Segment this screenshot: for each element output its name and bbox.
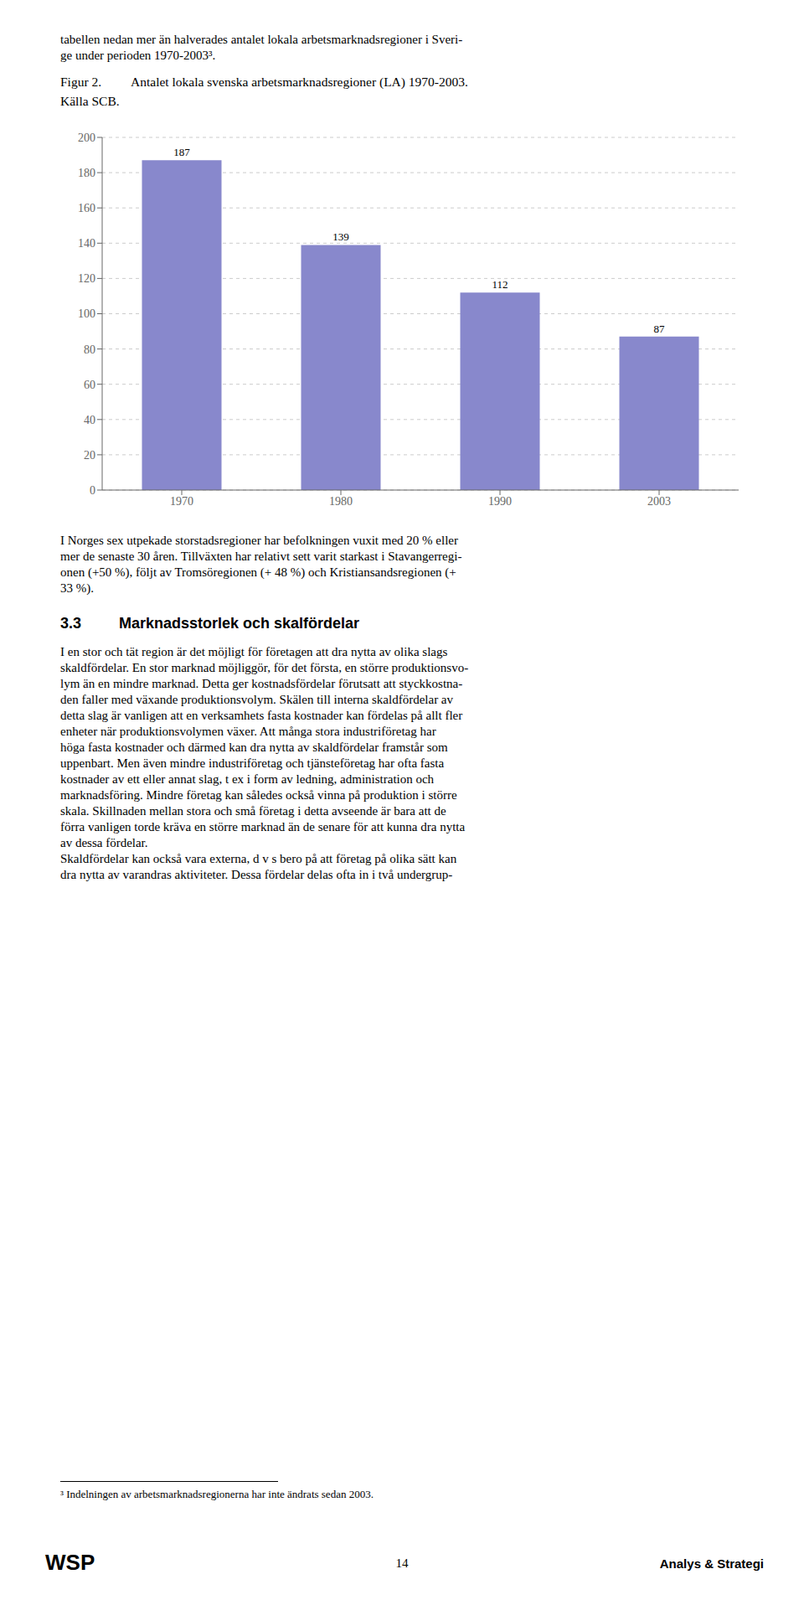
html-text:detta slag är vanligen att en: detta slag är vanligen att en verksamhet…	[60, 708, 463, 722]
svg-text:112: 112	[491, 278, 508, 291]
svg-text:180: 180	[77, 166, 96, 180]
html-text:skala. Skillnaden mellan stora: skala. Skillnaden mellan stora och små f…	[60, 804, 447, 818]
html-text:skaldfördelar. En stor marknad: skaldfördelar. En stor marknad möjliggör…	[60, 660, 469, 675]
svg-text:120: 120	[77, 272, 96, 285]
svg-text:187: 187	[173, 145, 191, 159]
svg-text:20: 20	[83, 448, 96, 462]
html-text:mer de senaste 30 åren. Tillvä: mer de senaste 30 åren. Tillväxten har r…	[60, 549, 462, 563]
html-text:I en stor och tät region är de: I en stor och tät region är det möjligt …	[60, 644, 448, 659]
svg-text:40: 40	[83, 413, 96, 427]
html-text:uppenbart. Men även mindre ind: uppenbart. Men även mindre industriföret…	[60, 756, 445, 770]
html-text:den faller med växande produkt: den faller med växande produktionsvolym.…	[60, 692, 454, 707]
svg-text:2003: 2003	[647, 494, 671, 508]
html-text:ge under perioden 1970-2003³.: ge under perioden 1970-2003³.	[60, 48, 216, 62]
html-text:I Norges sex utpekade storstad: I Norges sex utpekade storstadsregioner …	[60, 533, 459, 547]
html-text:förra vanligen torde kräva en: förra vanligen torde kräva en större mar…	[60, 819, 465, 834]
svg-text:100: 100	[77, 307, 96, 320]
svg-text:60: 60	[83, 378, 96, 392]
html-text:14: 14	[395, 1556, 409, 1570]
svg-text:200: 200	[77, 131, 96, 145]
html-text:av dessa fördelar.: av dessa fördelar.	[60, 835, 148, 850]
html-text:Analys & Strategi: Analys & Strategi	[659, 1556, 764, 1571]
html-text:marknadsföring. Mindre företag: marknadsföring. Mindre företag kan såled…	[60, 788, 457, 802]
svg-text:0: 0	[89, 484, 96, 497]
svg-text:139: 139	[332, 230, 350, 243]
html-text:³ Indelningen av arbetsmarknad: ³ Indelningen av arbetsmarknadsregionern…	[60, 1487, 374, 1500]
html-text:enheter när produktionsvolymen: enheter när produktionsvolymen växer. At…	[60, 724, 437, 738]
html-text:kostnader av ett eller annat s: kostnader av ett eller annat slag, t ex …	[60, 772, 434, 786]
html-text:tabellen nedan mer än halverad: tabellen nedan mer än halverades antalet…	[60, 32, 463, 47]
html-text:dra nytta av varandras aktivit: dra nytta av varandras aktiviteter. Dess…	[60, 867, 453, 882]
html-text:onen (+50 %), följt av Tromsör: onen (+50 %), följt av Tromsöregionen (+…	[60, 565, 457, 579]
html-text:33 %).: 33 %).	[60, 581, 94, 595]
svg-text:160: 160	[77, 201, 96, 215]
svg-text:1980: 1980	[329, 494, 353, 508]
svg-text:87: 87	[654, 322, 666, 335]
html-text:Källa SCB.: Källa SCB.	[60, 93, 120, 109]
html-text:lym än en mindre marknad. Dett: lym än en mindre marknad. Detta ger kost…	[60, 676, 463, 691]
html-text:Antalet lokala svenska arbetsm: Antalet lokala svenska arbetsmarknadsreg…	[130, 74, 469, 89]
html-text:Skaldfördelar kan också vara e: Skaldfördelar kan också vara externa, d …	[60, 851, 457, 866]
svg-text:1990: 1990	[488, 494, 512, 508]
svg-text:1970: 1970	[170, 494, 194, 508]
html-text:Figur 2.: Figur 2.	[60, 74, 102, 89]
html-text:höga fasta kostnader och därme: höga fasta kostnader och därmed kan dra …	[60, 740, 448, 754]
html-text:3.3: 3.3	[60, 614, 82, 632]
svg-text:140: 140	[77, 237, 96, 250]
html-text:WSP: WSP	[45, 1549, 95, 1575]
svg-text:80: 80	[83, 343, 96, 356]
html-text:Marknadsstorlek och skalfördel: Marknadsstorlek och skalfördelar	[118, 614, 360, 632]
